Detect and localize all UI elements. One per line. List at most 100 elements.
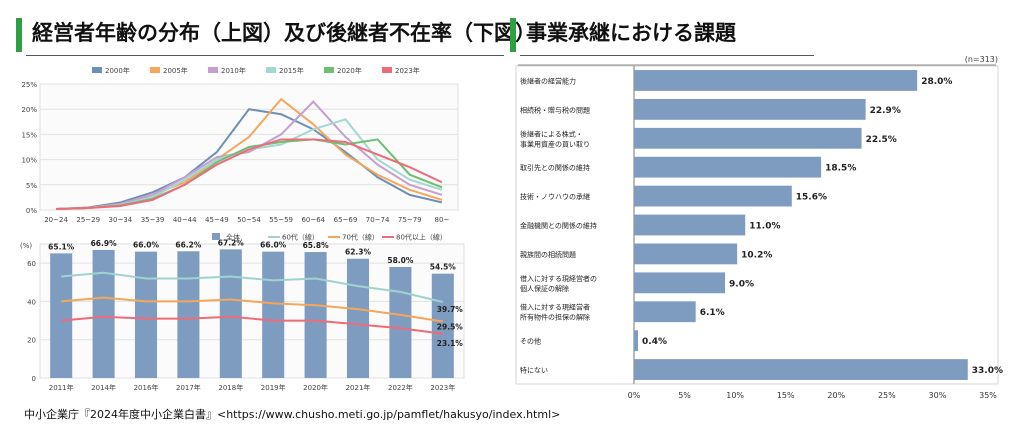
legend-label: 80代以上（線）: [396, 233, 447, 242]
x-tick-label: 2019年: [261, 383, 286, 392]
bar: [304, 252, 327, 378]
category-label: 後継者の経営能力: [520, 76, 576, 85]
bar: [134, 251, 158, 378]
left-title: 経営者年齢の分布（上図）及び後継者不在率（下図）: [32, 21, 536, 45]
bar: [634, 243, 738, 265]
legend-label: 2023年: [395, 66, 420, 75]
bar: [634, 185, 792, 207]
left-title-block: 経営者年齢の分布（上図）及び後継者不在率（下図）: [16, 14, 536, 58]
category-label: 後継者による株式・事業用資産の買い取り: [520, 129, 590, 148]
category-label-line: 個人保証の解除: [520, 284, 569, 293]
bar-value-label: 62.3%: [345, 248, 372, 257]
x-tick-label: 20~24: [44, 216, 68, 224]
category-label: 借入に対する現経営者の個人保証の解除: [520, 274, 597, 293]
source-footer: 中小企業庁『2024年度中小企業白書』<https://www.chusho.m…: [24, 408, 561, 421]
category-label: 相続税・贈与税の問題: [520, 105, 590, 114]
bar: [634, 127, 862, 149]
x-tick-label: 65~69: [334, 216, 358, 224]
category-label-line: 後継者による株式・: [520, 129, 583, 138]
bar: [634, 70, 918, 91]
bar: [634, 359, 968, 380]
y-tick-label: 40: [27, 298, 36, 306]
x-tick-label: 25~29: [76, 216, 100, 224]
series-line: [56, 138, 443, 210]
x-tick-label: 75~79: [398, 216, 422, 224]
series-line: [56, 108, 443, 210]
x-tick-label: 80~: [435, 216, 450, 224]
title-underline: [520, 55, 814, 56]
x-tick-label: 50~54: [237, 216, 261, 224]
y-tick-label: 25%: [21, 81, 37, 89]
x-tick-label: 35%: [979, 391, 997, 400]
x-tick-label: 55~59: [269, 216, 293, 224]
successor-absence-chart: (%) 0 20 40 60 65.1% 66.9% 66.0% 66.2% 67.2% 66.0%…: [20, 233, 465, 392]
x-tick-label: 2017年: [176, 383, 201, 392]
x-tick-label: 2018年: [218, 383, 243, 392]
x-tick-label: 40~44: [173, 216, 197, 224]
bar-value-label: 66.0%: [133, 241, 160, 250]
bar: [92, 249, 115, 378]
bar-value-label: 65.8%: [303, 241, 330, 250]
bar-value-label: 9.0%: [729, 279, 754, 289]
y-tick-label: 0%: [26, 207, 37, 215]
category-label: 技術・ノウハウの承継: [520, 192, 590, 201]
bar: [634, 98, 866, 120]
legend-label: 2000年: [105, 66, 130, 75]
bar-value-label: 65.1%: [48, 242, 75, 251]
bar: [634, 214, 746, 236]
y-tick-label: 0: [32, 375, 36, 383]
legend-label: 2005年: [163, 66, 188, 75]
bar-value-label: 54.5%: [430, 263, 457, 272]
legend-swatch: [266, 67, 276, 73]
x-tick-label: 30%: [929, 391, 947, 400]
series-end-label: 23.1%: [437, 339, 464, 348]
legend-label: 2010年: [221, 66, 246, 75]
category-label-line: 後継者の経営能力: [520, 76, 576, 85]
legend-swatch: [324, 67, 334, 73]
bar-value-label: 6.1%: [700, 308, 725, 318]
x-tick-label: 70~74: [366, 216, 390, 224]
category-label-line: 相続税・贈与税の問題: [520, 105, 590, 114]
category-label-line: 借入に対する現経営者の: [520, 274, 597, 283]
x-tick-label: 2011年: [49, 383, 74, 392]
x-tick-label: 10%: [726, 391, 744, 400]
y-tick-label: 60: [27, 260, 36, 268]
bar-value-label: 66.2%: [175, 240, 202, 249]
x-tick-label: 2014年: [91, 383, 116, 392]
bar: [262, 251, 285, 378]
series-line: [61, 296, 443, 323]
bar-value-label: 22.5%: [866, 135, 897, 145]
bar-value-label: 33.0%: [972, 366, 1003, 376]
right-title-block: 事業承継における課題: [510, 14, 814, 58]
sample-size-note: (n=313): [965, 55, 998, 64]
bar: [634, 156, 822, 178]
bar: [634, 301, 696, 323]
category-label-line: 親族間の相続問題: [520, 250, 576, 259]
y-tick-label: 10%: [21, 157, 37, 165]
category-label-line: 技術・ノウハウの承継: [520, 192, 590, 201]
legend-label: 2020年: [337, 66, 362, 75]
title-underline: [26, 55, 504, 56]
bar: [634, 272, 726, 294]
category-label-line: 借入に対する現経営者: [520, 303, 590, 312]
y-tick-label: 20%: [21, 106, 37, 114]
title-accent-bar: [510, 18, 516, 52]
category-label: 取引先との関係の維持: [520, 163, 590, 172]
y-tick-label: 15%: [21, 131, 37, 139]
right-title: 事業承継における課題: [526, 21, 736, 45]
x-tick-label: 25%: [878, 391, 896, 400]
x-tick-label: 2022年: [388, 383, 413, 392]
series-line: [61, 315, 443, 335]
x-tick-label: 30~34: [109, 216, 133, 224]
bar-value-label: 22.9%: [870, 106, 901, 116]
x-tick-label: 35~39: [141, 216, 165, 224]
x-tick-label: 60~64: [301, 216, 325, 224]
succession-issues-chart: (n=313) 0% 5% 10% 15% 20% 25% 30% 35% 後継者の経営能力 28.…: [515, 55, 1003, 400]
bar: [389, 266, 412, 378]
x-tick-label: 2021年: [346, 383, 371, 392]
x-tick-label: 45~49: [205, 216, 229, 224]
category-label-line: 事業用資産の買い取り: [520, 139, 590, 148]
x-tick-label: 0%: [628, 391, 641, 400]
legend-swatch: [150, 67, 160, 73]
legend-label: 70代（線）: [342, 233, 379, 242]
